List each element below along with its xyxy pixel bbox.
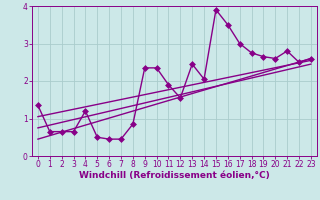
X-axis label: Windchill (Refroidissement éolien,°C): Windchill (Refroidissement éolien,°C) — [79, 171, 270, 180]
